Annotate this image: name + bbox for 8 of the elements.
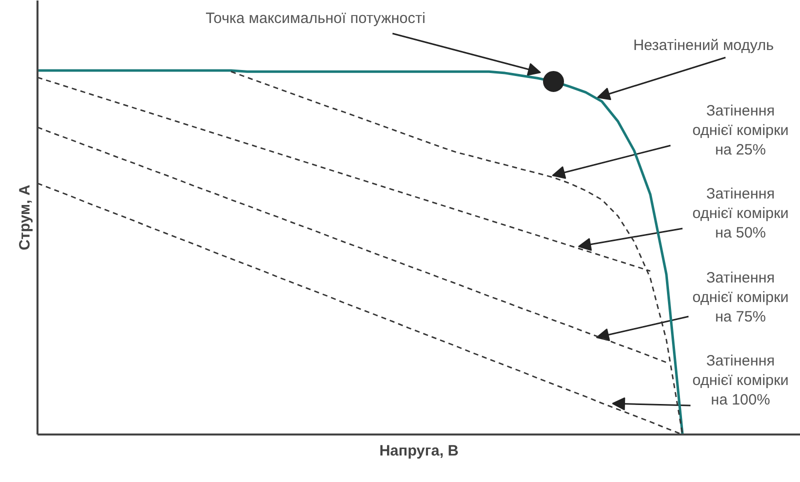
text: Затінення однієї комірки на 25%: [692, 102, 789, 159]
x-axis-title: Напруга, В: [379, 442, 459, 460]
text: Затінення однієї комірки на 100%: [692, 352, 789, 409]
text: Затінення однієї комірки на 50%: [692, 185, 789, 242]
y-axis-title: Струм, А: [16, 184, 34, 250]
text: Незатінений модуль: [633, 37, 774, 54]
text: Точка максимальної потужності: [206, 10, 426, 27]
text: Затінення однієї комірки на 75%: [692, 269, 789, 326]
